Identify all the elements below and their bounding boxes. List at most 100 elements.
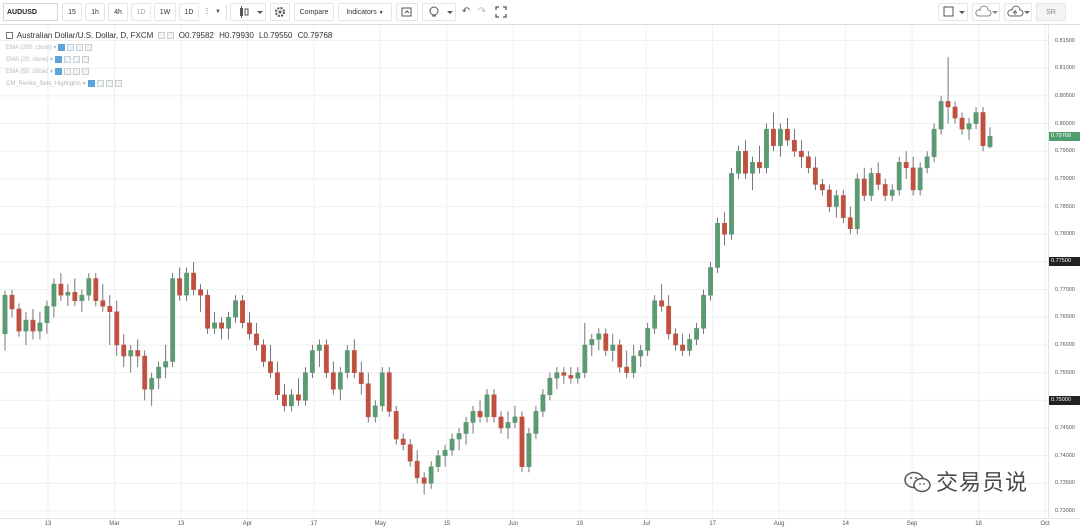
candle-body-up <box>610 344 616 351</box>
eye-icon[interactable] <box>58 44 66 51</box>
candle <box>826 184 832 213</box>
candle <box>421 472 427 495</box>
candle <box>254 322 259 351</box>
indicator-renko-highlights[interactable]: CM_Renko_Sets_Highlights ▾ <box>6 80 122 87</box>
candle-body-down <box>666 305 672 335</box>
candle <box>86 273 92 301</box>
settings-button[interactable] <box>270 3 290 21</box>
candle <box>435 450 441 473</box>
candle-body-up <box>463 422 469 434</box>
interval-4h-button[interactable]: 4h <box>108 3 128 21</box>
candle-body-down <box>121 344 127 357</box>
legend-collapse-icon[interactable] <box>6 32 13 40</box>
symbol-search-input[interactable]: AUDUSD <box>3 3 58 21</box>
eye-icon[interactable] <box>87 80 95 87</box>
sr-button[interactable]: SR <box>1036 3 1066 21</box>
interval-1h-button[interactable]: 1h <box>85 3 105 21</box>
candle-body-down <box>784 128 790 141</box>
candle-body-up <box>589 339 595 346</box>
more-intervals-icon[interactable]: ⋮ <box>203 8 211 15</box>
candle-body-down <box>603 333 609 351</box>
candle-body-down <box>498 416 504 429</box>
candle <box>938 95 944 135</box>
cloud-save-button[interactable] <box>1004 3 1032 21</box>
interval-1d-button[interactable]: 1D <box>131 3 151 21</box>
interval-selected-button[interactable]: 1D <box>179 3 199 21</box>
source-icon[interactable] <box>73 68 81 75</box>
candle <box>505 411 511 440</box>
candle <box>9 289 15 318</box>
close-icon[interactable] <box>82 68 90 75</box>
redo-icon[interactable]: ↷ <box>477 6 487 17</box>
undo-icon[interactable]: ↶ <box>461 6 471 17</box>
close-icon[interactable] <box>114 80 122 87</box>
candle-body-down <box>519 416 525 467</box>
candle <box>337 367 343 401</box>
indicator-ema-20[interactable]: EMA (20, close) ▾ <box>6 56 90 64</box>
close-icon[interactable] <box>85 44 93 51</box>
layout-button[interactable] <box>938 3 968 21</box>
settings-icon[interactable] <box>96 80 104 87</box>
compare-button[interactable]: Compare <box>294 3 334 21</box>
candle-body-up <box>833 195 839 207</box>
settings-icon[interactable] <box>64 68 72 75</box>
candle-body-up <box>764 128 769 169</box>
candle-body-down <box>882 184 888 196</box>
divider <box>226 4 227 21</box>
chart-style-button[interactable] <box>230 3 266 21</box>
close-icon[interactable] <box>82 56 90 63</box>
fullscreen-icon[interactable] <box>493 3 509 21</box>
source-icon[interactable] <box>76 44 84 51</box>
candle-body-up <box>854 178 860 229</box>
candle <box>819 178 825 196</box>
interval-1w-button[interactable]: 1W <box>154 3 176 21</box>
interval-15-button[interactable]: 15 <box>62 3 82 21</box>
settings-icon[interactable] <box>64 56 72 63</box>
candle-body-up <box>638 350 644 357</box>
price-axis[interactable]: 0.81500 0.81000 0.80500 0.80000 0.79500 0.790… <box>1048 25 1080 518</box>
candle <box>603 328 609 357</box>
candle-body-down <box>323 344 329 373</box>
indicators-button[interactable]: Indicators ▼ <box>338 3 392 21</box>
eye-icon[interactable] <box>55 68 63 75</box>
time-axis-label: 14 <box>842 521 849 527</box>
source-icon[interactable] <box>73 56 81 63</box>
candle-body-down <box>282 394 287 407</box>
legend-settings-icon[interactable] <box>157 32 165 40</box>
candlestick-chart[interactable] <box>0 25 1048 518</box>
time-axis[interactable]: 13 Mar 13 Apr 17 May 15 Jun 19 Jul 17 Aug 14 Sep 18 Oct <box>0 518 1080 532</box>
chevron-down-icon: ▼ <box>378 10 384 16</box>
time-axis-label: 17 <box>310 521 318 527</box>
indicator-label: EMA (20, close) <box>6 57 49 64</box>
candle-body-down <box>903 162 909 169</box>
alert-button[interactable] <box>396 3 418 21</box>
candle-body-down <box>819 184 825 191</box>
indicator-label: CM_Renko_Sets_Highlights <box>6 81 82 88</box>
candle-body-down <box>16 308 22 332</box>
indicator-ema-200[interactable]: EMA (200, close) ▾ <box>6 44 93 51</box>
candle-body-up <box>435 455 441 467</box>
candle-body-up <box>554 372 560 379</box>
candle <box>44 300 50 334</box>
candle <box>987 127 993 149</box>
candle-body-down <box>142 355 148 390</box>
candle <box>498 411 504 434</box>
candle <box>100 284 106 312</box>
ideas-button[interactable] <box>422 3 456 21</box>
candle <box>757 145 762 174</box>
interval-dropdown-icon[interactable]: ▼ <box>215 9 221 15</box>
candle <box>149 372 155 406</box>
candle-body-up <box>596 333 602 340</box>
time-axis-label: 19 <box>576 521 584 527</box>
candle <box>393 405 399 445</box>
legend-title: Australian Dollar/U.S. Dollar, D, FXCM <box>16 31 154 40</box>
legend-close-icon[interactable] <box>166 32 174 40</box>
cloud-load-button[interactable] <box>972 3 1000 21</box>
candle <box>617 339 623 373</box>
eye-icon[interactable] <box>55 56 63 63</box>
indicator-ema-50[interactable]: EMA (50, close) ▾ <box>6 68 90 75</box>
candle <box>638 344 644 368</box>
source-icon[interactable] <box>105 80 113 87</box>
candle-body-up <box>729 173 734 235</box>
settings-icon[interactable] <box>67 44 75 51</box>
